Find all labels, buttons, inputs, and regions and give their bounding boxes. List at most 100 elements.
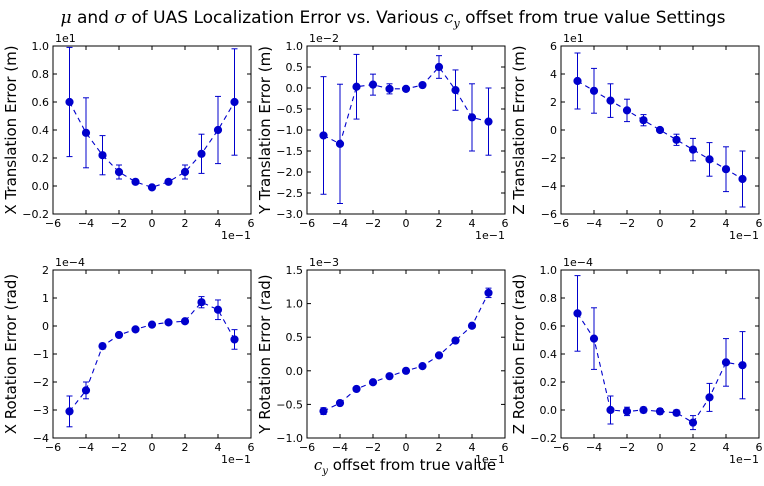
y-tick-label: −1.5	[276, 145, 303, 158]
series-line	[577, 313, 743, 424]
x-tick-label: 0	[149, 441, 156, 454]
y-tick-label: 1.5	[286, 264, 304, 277]
y-tick-label: 1.0	[286, 40, 304, 53]
y-tick-label: 6	[550, 40, 557, 53]
data-point	[131, 177, 140, 186]
y-tick-label: −2.0	[276, 166, 303, 179]
y-tick-label: 0.6	[540, 320, 558, 333]
x-multiplier: 1e−1	[729, 229, 759, 242]
title-mu: μ	[61, 8, 72, 28]
data-point	[721, 165, 731, 174]
x-tick-label: 2	[690, 441, 697, 454]
data-point	[81, 386, 91, 395]
y-multiplier: 1e−2	[309, 32, 339, 45]
series-group	[319, 53, 493, 204]
y-tick-label: −3.0	[276, 208, 303, 221]
title-and: and	[72, 8, 115, 28]
data-point	[81, 128, 91, 137]
x-multiplier: 1e−1	[475, 453, 505, 466]
y-tick-label: 0	[42, 320, 49, 333]
data-point	[197, 149, 206, 158]
figure-title: μ and σ of UAS Localization Error vs. Va…	[61, 8, 726, 30]
data-point	[672, 408, 681, 417]
x-tick-label: −2	[365, 441, 381, 454]
y-tick-label: −2	[541, 152, 557, 165]
y-tick-label: 0.5	[286, 61, 304, 74]
series-group	[65, 46, 239, 192]
x-tick-label: 4	[215, 217, 222, 230]
data-point	[738, 174, 747, 184]
data-point	[573, 309, 582, 318]
y-tick-label: −0.5	[276, 398, 303, 411]
data-point	[230, 335, 239, 344]
data-point	[655, 125, 665, 135]
x-tick-label: 0	[149, 217, 156, 230]
y-tick-label: −2	[33, 376, 49, 389]
y-tick-label: 0.8	[32, 68, 50, 81]
data-point	[467, 113, 477, 122]
x-tick-label: −2	[111, 441, 127, 454]
x-tick-label: −6	[45, 217, 61, 230]
x-tick-label: 2	[182, 441, 189, 454]
x-tick-label: 0	[403, 441, 410, 454]
data-point	[114, 330, 124, 340]
y-tick-label: 1.0	[286, 298, 304, 311]
data-point	[451, 86, 460, 95]
series-line	[577, 80, 743, 180]
x-tick-label: 6	[756, 441, 763, 454]
y-tick-label: −0.2	[22, 208, 49, 221]
data-point	[655, 407, 665, 416]
y-tick-label: −0.2	[530, 432, 557, 445]
axes-frame	[306, 269, 506, 439]
data-point	[401, 84, 411, 93]
series-line	[69, 101, 235, 188]
x-tick-label: 6	[502, 217, 509, 230]
x-multiplier: 1e−1	[475, 229, 505, 242]
y-tick-label: 0.4	[32, 124, 50, 137]
data-point	[688, 418, 698, 427]
data-point	[352, 82, 361, 91]
x-tick-label: 2	[182, 217, 189, 230]
y-axis-label: X Translation Error (m)	[2, 45, 20, 214]
x-tick-label: 2	[436, 441, 443, 454]
x-tick-label: −6	[553, 441, 569, 454]
y-multiplier: 1e−3	[309, 256, 339, 269]
x-tick-label: −2	[619, 217, 635, 230]
data-point	[589, 86, 599, 95]
y-tick-label: −3	[33, 404, 49, 417]
y-multiplier: 1e1	[563, 32, 584, 45]
xlabel-sub: y	[321, 466, 328, 477]
y-tick-label: −4	[33, 432, 49, 445]
x-tick-label: 0	[657, 217, 664, 230]
x-tick-label: 2	[436, 217, 443, 230]
x-tick-label: 0	[657, 441, 664, 454]
xlabel-c: c	[314, 456, 323, 474]
x-tick-label: 4	[469, 441, 476, 454]
y-tick-label: 4	[550, 68, 557, 81]
x-tick-label: −6	[299, 217, 315, 230]
y-axis-label: Y Translation Error (m)	[256, 46, 274, 215]
x-tick-label: 6	[248, 217, 255, 230]
xlabel-end: offset from true value	[328, 456, 496, 474]
data-point	[451, 336, 460, 345]
data-point	[319, 131, 328, 140]
series-group	[573, 275, 747, 431]
x-multiplier: 1e−1	[221, 229, 251, 242]
data-point	[622, 106, 632, 115]
y-tick-label: 1.0	[32, 40, 50, 53]
y-tick-label: −6	[541, 208, 557, 221]
data-point	[434, 351, 444, 360]
series-line	[69, 301, 235, 412]
subplot-2: −6 −4 −2 0 2 4 6 −3.0 −2.5 −2.0 −1.5 −1.0 −0.5 0.0 0.5…	[256, 32, 509, 242]
data-point	[180, 167, 190, 177]
data-point	[434, 62, 444, 72]
data-point	[114, 167, 124, 177]
data-point	[385, 372, 394, 381]
subplot-6: −6 −4 −2 0 2 4 6 −0.2 0.0 0.2 0.4 0.6 0.8 1.0 1e−4 1e−1…	[510, 256, 763, 466]
data-point	[385, 84, 394, 93]
series-group	[573, 52, 747, 208]
data-point	[335, 398, 345, 408]
x-tick-label: −6	[299, 441, 315, 454]
data-point	[622, 407, 632, 416]
